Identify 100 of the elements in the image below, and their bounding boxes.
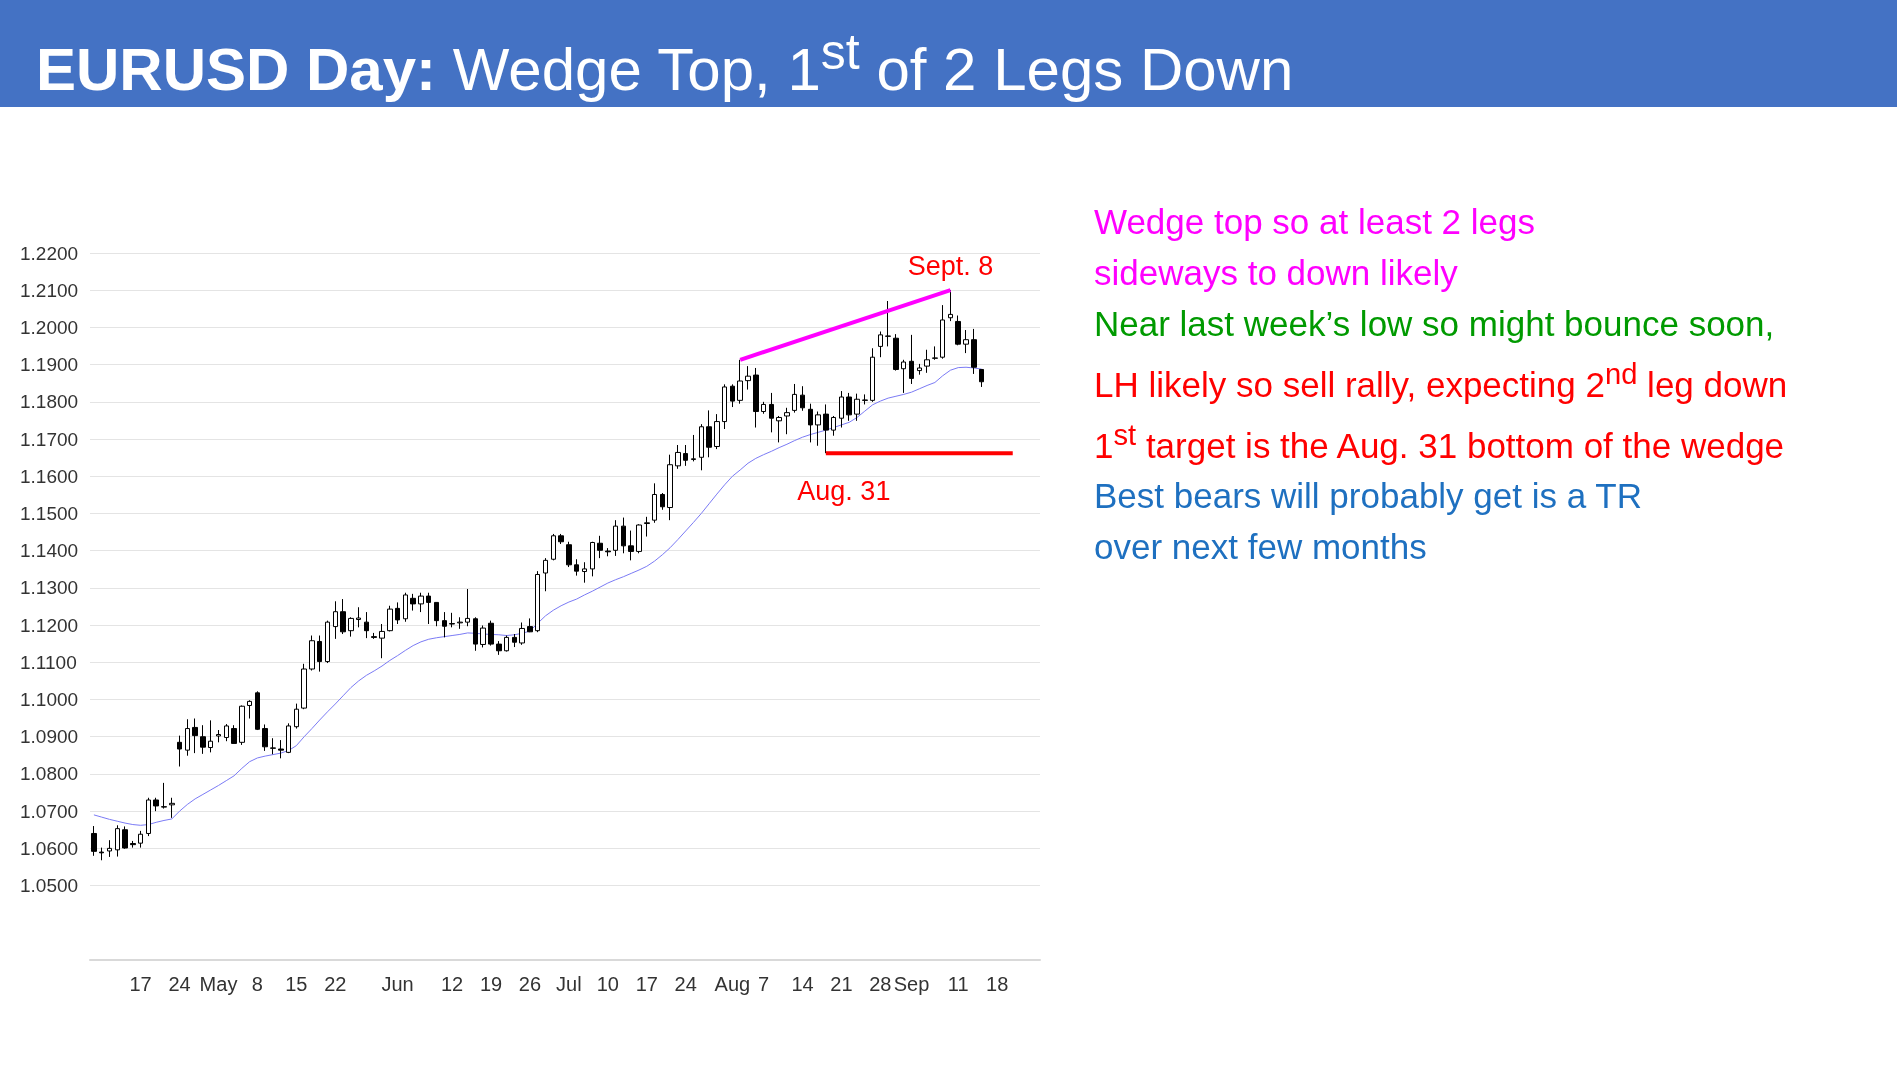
- candlestick: [582, 561, 587, 584]
- candlestick: [652, 482, 657, 524]
- candlestick: [660, 492, 665, 511]
- candlestick: [722, 383, 727, 430]
- candlestick: [613, 519, 618, 557]
- candlestick: [800, 385, 805, 412]
- y-tick-label: 1.1900: [20, 354, 79, 376]
- y-tick-label: 1.0900: [20, 726, 79, 748]
- x-tick-label: Aug: [714, 973, 751, 995]
- candlestick: [410, 593, 416, 612]
- y-tick-label: 1.2100: [20, 279, 79, 301]
- candlestick: [512, 633, 517, 648]
- candlestick: [247, 699, 252, 719]
- candlestick: [301, 663, 307, 710]
- candlestick: [138, 830, 143, 849]
- x-tick-label: Jun: [381, 973, 414, 995]
- candlestick: [216, 729, 221, 743]
- candlestick: [776, 415, 782, 443]
- line-series: [93, 366, 983, 826]
- y-tick-label: 1.1000: [20, 689, 79, 711]
- candlestick: [644, 516, 650, 538]
- text: sideways to down likely: [1094, 252, 1459, 294]
- y-tick-label: 1.2200: [20, 242, 79, 264]
- candlestick: [449, 612, 455, 628]
- candlestick: [932, 345, 938, 361]
- candlestick: [177, 735, 182, 768]
- candlestick: [566, 541, 572, 568]
- candlestick: [745, 365, 751, 391]
- candlestick: [317, 635, 322, 673]
- candlestick: [434, 601, 439, 627]
- x-tick-label: 12: [440, 973, 464, 995]
- candlestick: [862, 393, 868, 405]
- x-tick-label: 14: [791, 973, 814, 995]
- candlestick: [395, 601, 400, 625]
- candlestick: [356, 606, 361, 628]
- x-tick-label: 24: [674, 973, 697, 995]
- candlestick: [706, 409, 712, 458]
- candlestick: [340, 598, 346, 635]
- candlestick: [769, 392, 774, 433]
- candlestick: [590, 541, 595, 577]
- candlestick: [574, 558, 579, 577]
- candlestick: [699, 423, 704, 471]
- y-tick-label: 1.0700: [20, 800, 79, 822]
- y-tick-label: 1.1800: [20, 391, 79, 413]
- y-tick-label: 1.0500: [20, 875, 79, 897]
- candlestick: [161, 782, 167, 810]
- candlestick: [200, 724, 206, 755]
- candlestick: [185, 718, 190, 757]
- x-tick-label: 10: [596, 973, 619, 995]
- text: 1$^{st}$ target is the Aug. 31 bottom of the wedge: [1094, 417, 1786, 467]
- y-tick-label: 1.1100: [20, 651, 77, 673]
- text: Best bears will probably get is a TR: [1094, 475, 1643, 518]
- candlestick: [488, 620, 494, 647]
- candlestick: [99, 847, 104, 861]
- candlestick: [909, 334, 914, 385]
- candlestick: [224, 723, 229, 742]
- x-tick-label: 15: [285, 973, 308, 995]
- candlestick: [597, 535, 603, 559]
- candlestick: [683, 444, 688, 467]
- candlestick: [107, 839, 112, 858]
- candlestick: [893, 333, 899, 372]
- candlestick: [621, 517, 626, 554]
- candlestick: [294, 703, 299, 730]
- candlestick: [628, 530, 634, 561]
- candlestick: [667, 454, 673, 521]
- candlestick: [442, 611, 447, 638]
- annotation: Sept. 8: [907, 251, 994, 282]
- candlestick: [605, 547, 611, 557]
- y-tick-label: 1.0800: [20, 763, 79, 785]
- candlestick: [473, 616, 478, 652]
- candlestick: [465, 588, 470, 627]
- candlestick: [924, 349, 930, 374]
- y-tick-label: 1.2000: [20, 316, 79, 338]
- candlestick: [761, 401, 766, 415]
- x-tick-label: 22: [324, 973, 347, 995]
- candlestick: [854, 393, 860, 422]
- candlestick: [426, 592, 431, 625]
- candlestick: [870, 347, 875, 403]
- candlestick: [403, 592, 408, 623]
- text: over next few months: [1094, 526, 1428, 569]
- candlestick: [130, 840, 136, 849]
- x-tick-label: 21: [830, 973, 853, 995]
- candlestick: [839, 390, 844, 429]
- candlestick: [348, 616, 354, 638]
- candlestick: [169, 797, 175, 819]
- candlestick: [558, 533, 564, 545]
- candlestick: [636, 523, 642, 554]
- candlestick: [270, 737, 276, 755]
- candlestick: [379, 623, 385, 659]
- candlestick: [675, 444, 681, 470]
- x-tick-label: 7: [758, 973, 770, 995]
- candlestick: [496, 640, 502, 656]
- chart-title: EURUSD Day: Wedge Top, 1$^{st}$ of 2 Legs Down: [36, 24, 1294, 103]
- candlestick: [255, 690, 260, 731]
- y-tick-label: 1.1500: [20, 502, 79, 524]
- candlestick: [878, 331, 883, 358]
- candlestick: [808, 403, 813, 443]
- candlestick: [815, 411, 821, 447]
- candlestick: [239, 704, 245, 746]
- candlestick: [535, 570, 540, 633]
